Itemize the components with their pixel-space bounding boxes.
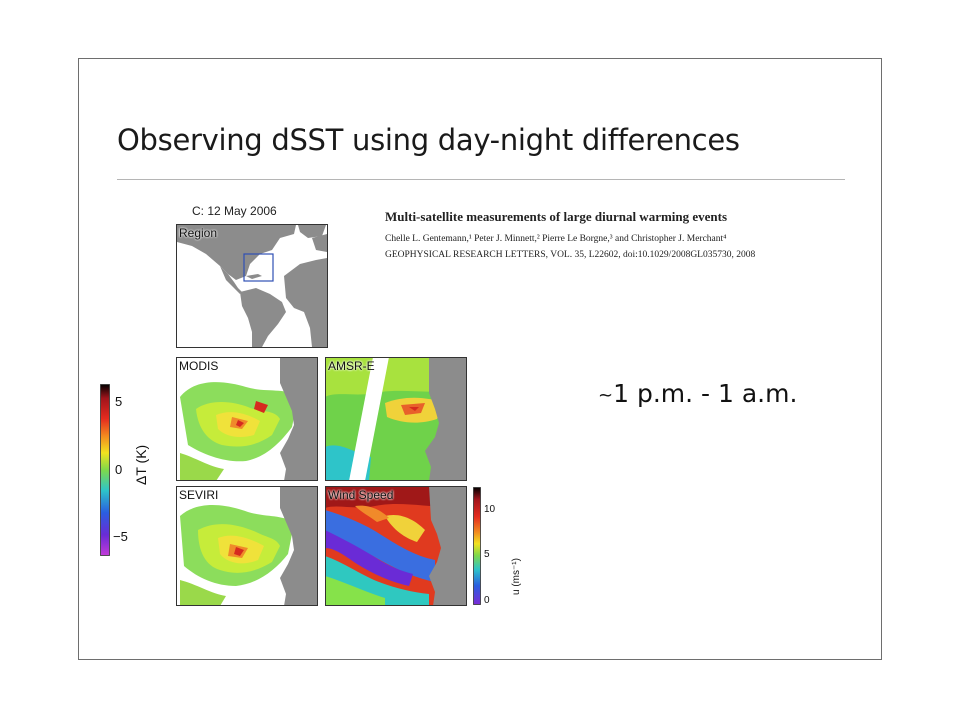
wind-colorbar: [473, 487, 481, 605]
modis-map: [176, 357, 318, 481]
slide-title: Observing dSST using day-night differenc…: [117, 123, 740, 157]
time-range-value: 1 p.m. - 1 a.m.: [613, 379, 798, 408]
region-label: Region: [179, 226, 218, 240]
citation-authors: Chelle L. Gentemann,¹ Peter J. Minnett,²…: [385, 234, 727, 244]
amsre-label: AMSR-E: [328, 359, 375, 373]
wind-label: Wind Speed: [328, 488, 394, 502]
modis-panel: MODIS: [176, 357, 318, 481]
time-range-label: ~1 p.m. - 1 a.m.: [598, 379, 797, 408]
delta-t-axis-title-text: ΔT (K): [133, 444, 149, 485]
region-map-panel: Region: [176, 224, 328, 348]
region-box: [243, 253, 274, 282]
title-divider: [117, 179, 845, 180]
seviri-panel: SEVIRI: [176, 486, 318, 606]
time-range-prefix: ~: [598, 385, 614, 406]
figure-date-label: C: 12 May 2006: [192, 204, 277, 218]
region-map: [176, 224, 328, 348]
delta-t-colorbar: [100, 384, 110, 556]
delta-t-tick-5: 5: [115, 394, 123, 409]
wind-tick-5: 5: [484, 549, 490, 560]
citation: Multi-satellite measurements of large di…: [385, 209, 855, 266]
delta-t-tick-0: 0: [115, 462, 123, 477]
wind-tick-10: 10: [484, 504, 496, 515]
seviri-map: [176, 486, 318, 606]
delta-t-colorbar-gradient: [100, 384, 110, 556]
citation-journal: GEOPHYSICAL RESEARCH LETTERS, VOL. 35, L…: [385, 250, 756, 260]
delta-t-tick-minus5: −5: [113, 529, 128, 544]
slide: Observing dSST using day-night differenc…: [78, 58, 882, 660]
amsre-panel: AMSR-E: [325, 357, 467, 481]
citation-title: Multi-satellite measurements of large di…: [385, 209, 728, 224]
modis-label: MODIS: [179, 359, 219, 373]
wind-panel: Wind Speed: [325, 486, 467, 606]
wind-tick-0: 0: [484, 595, 490, 606]
amsre-map: [325, 357, 467, 481]
wind-colorbar-gradient: [473, 487, 481, 605]
wind-axis-title-text: u (ms⁻¹): [511, 558, 522, 595]
seviri-label: SEVIRI: [179, 488, 219, 502]
wind-map: [325, 486, 467, 606]
